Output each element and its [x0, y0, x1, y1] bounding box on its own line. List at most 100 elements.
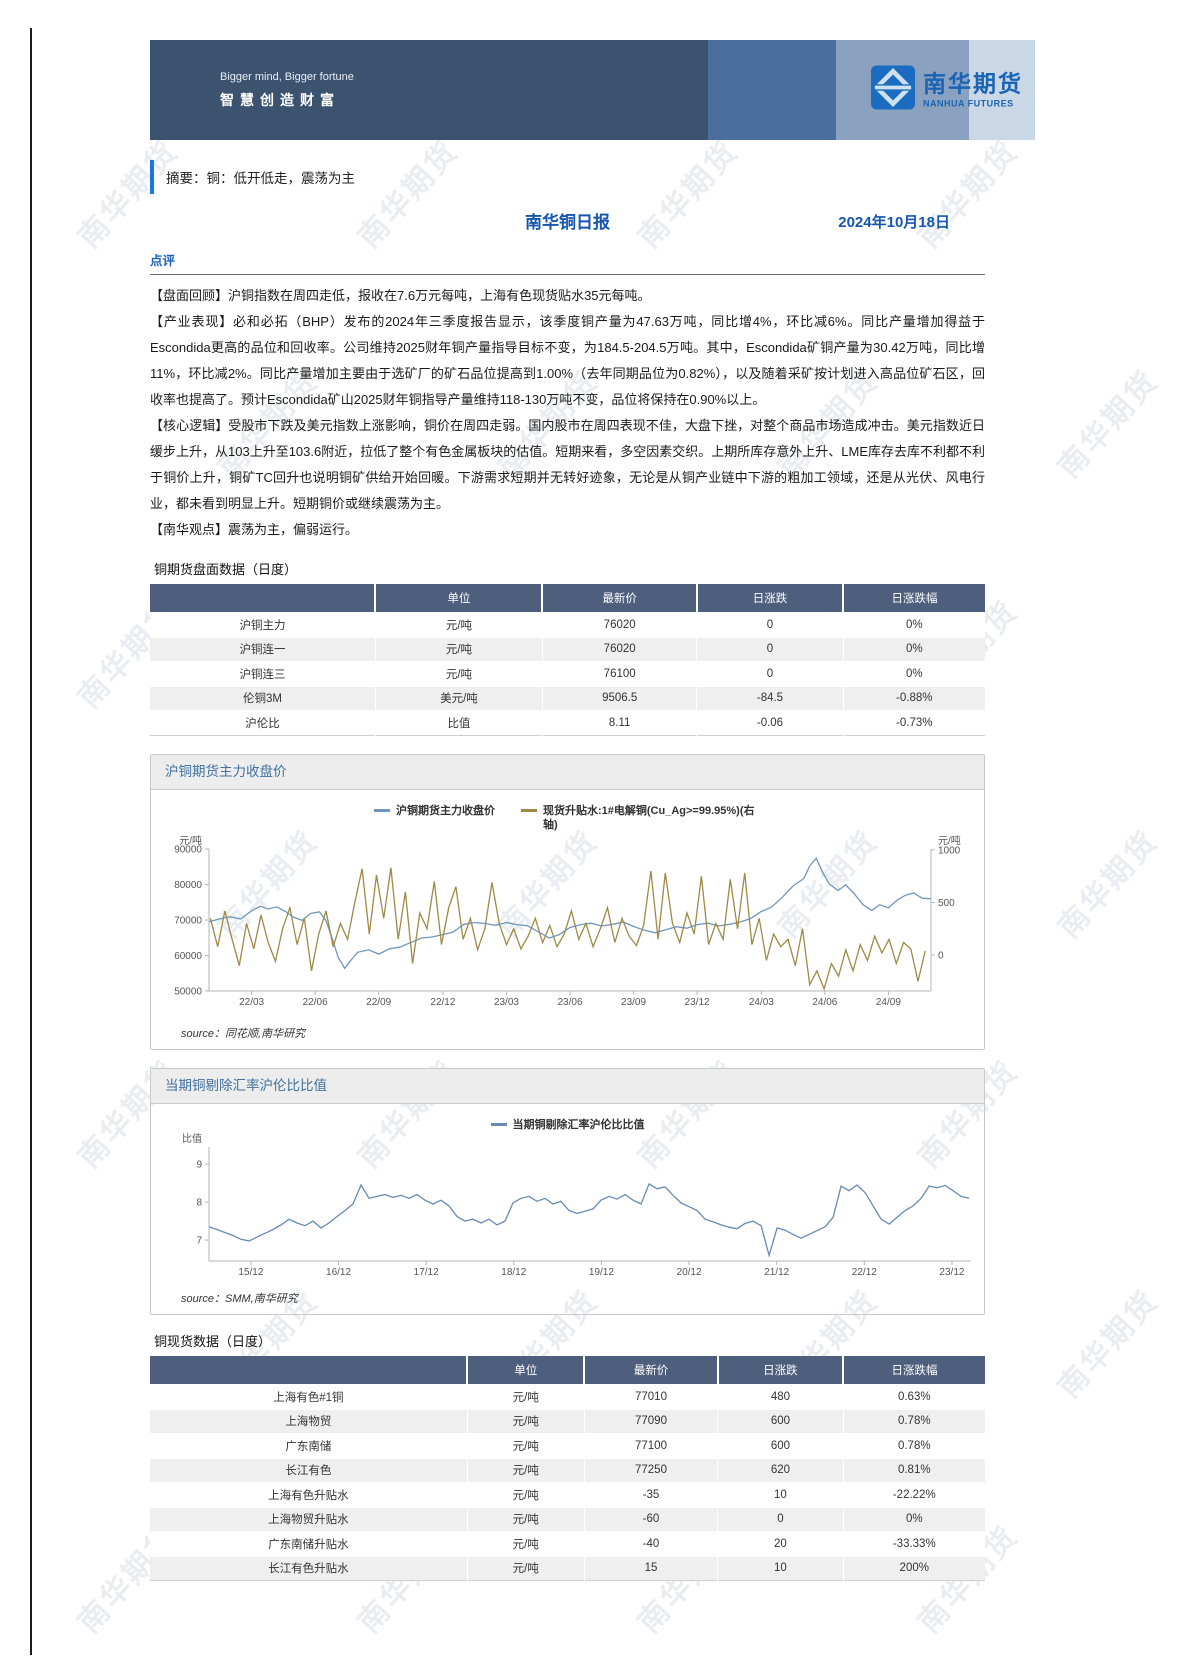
legend-swatch — [521, 808, 537, 812]
column-header — [150, 1356, 468, 1385]
svg-text:比值: 比值 — [182, 1133, 202, 1145]
legend-swatch — [374, 808, 390, 812]
svg-text:1000: 1000 — [938, 846, 961, 857]
table-cell: 76020 — [541, 612, 697, 637]
table-cell: 9506.5 — [541, 685, 697, 711]
table-row: 沪伦比 比值 8.11 -0.06 -0.73% — [150, 710, 985, 735]
chart-card-ratio: 当期铜剔除汇率沪伦比比值 当期铜剔除汇率沪伦比比值 9 8 7 比值 15/12 16/1… — [150, 1068, 985, 1316]
table-cell: -22.22% — [842, 1482, 985, 1508]
table-row: 广东南储 元/吨 77100 600 0.78% — [150, 1433, 985, 1459]
summary-text: 摘要：铜：低开低走，震荡为主 — [166, 171, 355, 186]
comment-paragraph: 【核心逻辑】受股市下跌及美元指数上涨影响，铜价在周四走弱。国内股市在周四表现不佳… — [150, 418, 985, 511]
chart-card-closing-price: 沪铜期货主力收盘价 沪铜期货主力收盘价 现货升贴水:1#电解铜(Cu_Ag>=99… — [150, 753, 985, 1051]
svg-text:9: 9 — [196, 1160, 202, 1171]
table-cell: 76100 — [541, 661, 697, 686]
legend-item: 当期铜剔除汇率沪伦比比值 — [490, 1118, 645, 1133]
summary-accent-bar — [150, 160, 154, 194]
table-cell: 元/吨 — [466, 1482, 585, 1508]
legend-label: 沪铜期货主力收盘价 — [396, 804, 495, 817]
chart-2-legend: 当期铜剔除汇率沪伦比比值 — [151, 1118, 984, 1133]
column-header — [150, 584, 376, 613]
svg-text:22/09: 22/09 — [366, 997, 391, 1008]
table-cell: 620 — [717, 1457, 844, 1483]
table-cell: 200% — [842, 1555, 985, 1581]
legend-item: 现货升贴水:1#电解铜(Cu_Ag>=99.95%)(右轴) — [521, 804, 761, 834]
table-cell: 上海有色#1铜 — [150, 1384, 468, 1410]
futures-table: 单位 最新价 日涨跌 日涨跌幅 沪铜主力 元/吨 76020 0 0% 沪铜连一 元/吨 76020 0… — [150, 584, 985, 736]
svg-text:23/12: 23/12 — [939, 1267, 964, 1278]
brand-banner: Bigger mind, Bigger fortune 智慧创造财富 南华期货 … — [150, 40, 1035, 140]
table-row: 广东南储升贴水 元/吨 -40 20 -33.33% — [150, 1531, 985, 1557]
legend-label: 当期铜剔除汇率沪伦比比值 — [512, 1119, 645, 1132]
table-cell: 0 — [717, 1506, 844, 1532]
nanhua-logo-icon — [871, 65, 915, 115]
chart-1-legend: 沪铜期货主力收盘价 现货升贴水:1#电解铜(Cu_Ag>=99.95%)(右轴) — [151, 804, 984, 834]
table-row: 伦铜3M 美元/吨 9506.5 -84.5 -0.88% — [150, 685, 985, 711]
table-cell: 元/吨 — [466, 1506, 585, 1532]
table-cell: 元/吨 — [466, 1433, 585, 1459]
table-cell: 10 — [717, 1482, 844, 1508]
comment-paragraph: 【南华观点】震荡为主，偏弱运行。 — [150, 522, 359, 537]
svg-text:18/12: 18/12 — [501, 1267, 526, 1278]
comment-paragraph: 【产业表现】必和必拓（BHP）发布的2024年三季度报告显示，该季度铜产量为47… — [150, 314, 985, 407]
banner-mid-band — [707, 40, 836, 140]
spot-table-label: 铜现货数据（日度） — [154, 1334, 272, 1350]
table-cell: 76020 — [541, 636, 697, 662]
table-row: 沪铜连三 元/吨 76100 0 0% — [150, 661, 985, 686]
svg-text:70000: 70000 — [174, 916, 202, 927]
svg-text:22/06: 22/06 — [303, 997, 328, 1008]
table-cell: 广东南储升贴水 — [150, 1531, 468, 1557]
svg-text:7: 7 — [196, 1236, 202, 1247]
table-cell: 元/吨 — [374, 612, 543, 637]
watermark: 南华期货 — [1052, 824, 1166, 945]
table-cell: 长江有色 — [150, 1457, 468, 1483]
svg-text:22/12: 22/12 — [430, 997, 455, 1008]
watermark: 南华期货 — [1052, 1284, 1166, 1405]
table-cell: 0 — [696, 636, 844, 662]
table-cell: 元/吨 — [466, 1457, 585, 1483]
svg-text:24/03: 24/03 — [749, 997, 774, 1008]
table-cell: 77250 — [583, 1457, 718, 1483]
watermark: 南华期货 — [1052, 364, 1166, 485]
table-row: 沪铜主力 元/吨 76020 0 0% — [150, 612, 985, 637]
column-header: 日涨跌幅 — [842, 584, 985, 613]
table-cell: 77010 — [583, 1384, 718, 1410]
svg-text:22/03: 22/03 — [239, 997, 264, 1008]
table-row: 上海物贸 元/吨 77090 600 0.78% — [150, 1408, 985, 1434]
page-margin-line — [30, 28, 32, 1655]
table-cell: -40 — [583, 1531, 718, 1557]
table-cell: 广东南储 — [150, 1433, 468, 1459]
spot-table: 单位 最新价 日涨跌 日涨跌幅 上海有色#1铜 元/吨 77010 480 0.63% 上海物贸元… — [150, 1356, 985, 1582]
svg-text:21/12: 21/12 — [764, 1267, 789, 1278]
summary-block: 摘要：铜：低开低走，震荡为主 — [150, 160, 985, 194]
table-cell: 长江有色升贴水 — [150, 1555, 468, 1581]
brand-tagline-zh: 智慧创造财富 — [220, 91, 340, 108]
table-cell: 伦铜3M — [150, 685, 376, 711]
comment-heading: 点评 — [150, 254, 176, 268]
nanhua-logo-text: 南华期货 NANHUA FUTURES — [923, 72, 1023, 108]
table-cell: 15 — [583, 1555, 718, 1581]
column-header: 单位 — [374, 584, 543, 613]
report-page: Bigger mind, Bigger fortune 智慧创造财富 南华期货 … — [150, 40, 1035, 1582]
table-cell: -0.73% — [842, 710, 985, 735]
svg-text:19/12: 19/12 — [589, 1267, 614, 1278]
table-cell: 0 — [696, 612, 844, 637]
page-title: 南华铜日报 — [525, 213, 610, 232]
table-row: 沪铜连一 元/吨 76020 0 0% — [150, 636, 985, 662]
comment-paragraph: 【盘面回顾】沪铜指数在周四走低，报收在7.6万元每吨，上海有色现货贴水35元每吨… — [150, 288, 651, 303]
table-row: 长江有色 元/吨 77250 620 0.81% — [150, 1457, 985, 1483]
table-cell: 0% — [842, 1506, 985, 1532]
report-date: 2024年10月18日 — [838, 214, 950, 231]
futures-table-label: 铜期货盘面数据（日度） — [154, 562, 298, 577]
chart-2-title: 当期铜剔除汇率沪伦比比值 — [151, 1069, 984, 1105]
table-cell: 上海有色升贴水 — [150, 1482, 468, 1508]
svg-text:8: 8 — [196, 1198, 202, 1209]
svg-text:15/12: 15/12 — [238, 1267, 263, 1278]
table-row: 上海有色#1铜 元/吨 77010 480 0.63% — [150, 1384, 985, 1410]
banner-dark-band: Bigger mind, Bigger fortune 智慧创造财富 — [150, 40, 708, 140]
svg-text:24/09: 24/09 — [876, 997, 901, 1008]
logo-en: NANHUA FUTURES — [923, 98, 1014, 109]
banner-light-band — [968, 40, 1035, 140]
table-cell: -60 — [583, 1506, 718, 1532]
table-cell: 20 — [717, 1531, 844, 1557]
